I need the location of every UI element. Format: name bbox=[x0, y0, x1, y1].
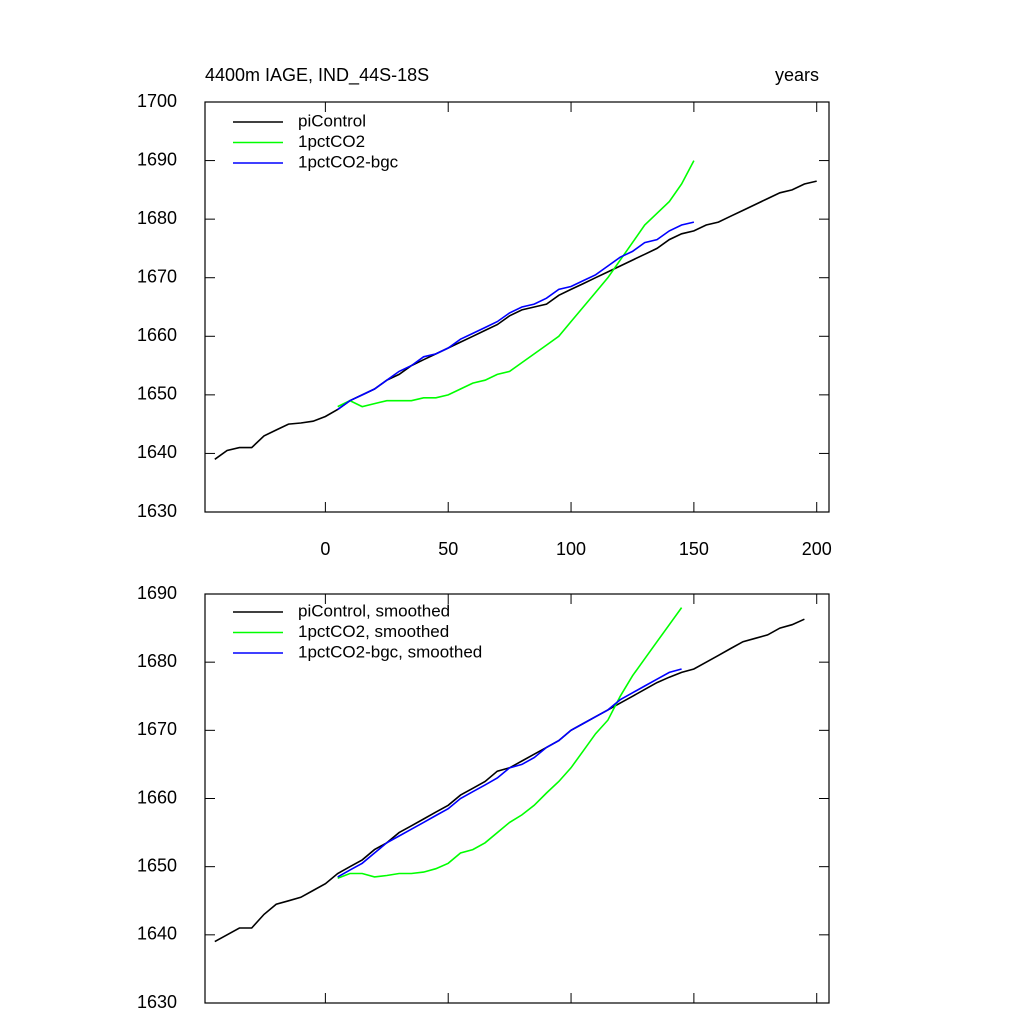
y-tick-label: 1640 bbox=[137, 442, 177, 462]
legend-label: piControl, smoothed bbox=[298, 601, 450, 620]
series-line bbox=[337, 607, 683, 880]
y-tick-label: 1690 bbox=[137, 149, 177, 169]
series-line bbox=[214, 180, 817, 460]
y-tick-label: 1670 bbox=[137, 266, 177, 286]
series-line bbox=[337, 668, 682, 878]
series-line bbox=[214, 618, 805, 943]
y-tick-label: 1660 bbox=[137, 325, 177, 345]
x-tick-label: 0 bbox=[320, 539, 330, 559]
y-tick-label: 1650 bbox=[137, 855, 177, 875]
y-tick-label: 1680 bbox=[137, 651, 177, 671]
legend-label: 1pctCO2-bgc, smoothed bbox=[298, 642, 482, 661]
y-tick-label: 1630 bbox=[137, 992, 177, 1012]
legend-label: 1pctCO2, smoothed bbox=[298, 622, 449, 641]
legend-label: piControl bbox=[298, 111, 366, 130]
y-tick-label: 1670 bbox=[137, 719, 177, 739]
series-line bbox=[337, 221, 695, 411]
series-line bbox=[337, 160, 695, 408]
y-tick-label: 1680 bbox=[137, 208, 177, 228]
x-unit-label: years bbox=[775, 65, 819, 85]
x-tick-label: 50 bbox=[438, 539, 458, 559]
y-tick-label: 1660 bbox=[137, 787, 177, 807]
plot-frame bbox=[204, 101, 830, 513]
legend-label: 1pctCO2-bgc bbox=[298, 152, 399, 171]
legend-label: 1pctCO2 bbox=[298, 132, 365, 151]
x-tick-label: 200 bbox=[802, 539, 832, 559]
y-tick-label: 1650 bbox=[137, 384, 177, 404]
chart-title: 4400m IAGE, IND_44S-18S bbox=[205, 65, 429, 86]
y-tick-label: 1640 bbox=[137, 924, 177, 944]
x-tick-label: 100 bbox=[556, 539, 586, 559]
x-tick-label: 150 bbox=[679, 539, 709, 559]
y-tick-label: 1690 bbox=[137, 583, 177, 603]
y-tick-label: 1700 bbox=[137, 91, 177, 111]
y-tick-label: 1630 bbox=[137, 501, 177, 521]
